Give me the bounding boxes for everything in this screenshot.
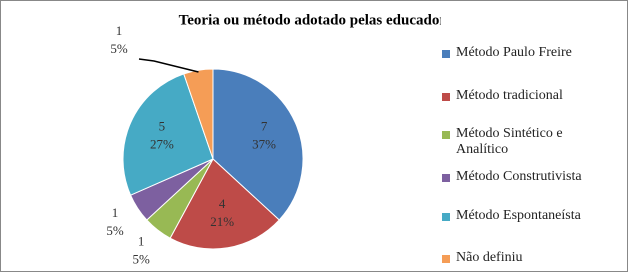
data-label-percent: 5% bbox=[110, 41, 128, 56]
pie-slice bbox=[169, 158, 280, 250]
pie-slice bbox=[212, 68, 304, 221]
legend-item: Não definiu bbox=[442, 250, 522, 266]
legend-swatch bbox=[442, 255, 450, 263]
legend-label: Não definiu bbox=[456, 250, 523, 265]
data-label: 1 bbox=[116, 23, 123, 38]
legend-label: Método Espontaneísta bbox=[456, 208, 581, 223]
pie-area: Teoria ou método adotado pelas educadora… bbox=[106, 12, 459, 266]
legend-swatch bbox=[442, 213, 450, 221]
legend-label: Método tradicional bbox=[456, 88, 563, 103]
data-label-percent: 5% bbox=[106, 223, 124, 238]
data-label-percent: 37% bbox=[252, 137, 276, 152]
legend-swatch bbox=[442, 93, 450, 101]
data-label: 7 bbox=[261, 119, 268, 134]
data-label: 1 bbox=[138, 233, 145, 248]
legend-item: Método Espontaneísta bbox=[442, 208, 581, 224]
data-label-percent: 5% bbox=[132, 251, 150, 266]
data-label: 1 bbox=[112, 205, 119, 220]
legend-item: Método tradicional bbox=[442, 88, 563, 104]
legend-swatch bbox=[442, 50, 450, 58]
legend-item: Método Paulo Freire bbox=[442, 45, 572, 61]
data-label: 5 bbox=[159, 119, 166, 134]
data-label-percent: 27% bbox=[150, 137, 174, 152]
legend-item: Método Construtivista bbox=[442, 169, 582, 185]
leader-line bbox=[138, 58, 199, 73]
legend-item: Método Sintético e Analítico bbox=[442, 126, 607, 158]
data-label-percent: 21% bbox=[210, 214, 234, 229]
chart-title: Teoria ou método adotado pelas educadora… bbox=[179, 12, 441, 28]
legend-label: Método Paulo Freire bbox=[456, 45, 572, 60]
pie-slice bbox=[183, 68, 214, 160]
legend-label: Método Sintético e Analítico bbox=[456, 126, 563, 157]
legend-swatch bbox=[442, 131, 450, 139]
legend-swatch bbox=[442, 174, 450, 182]
legend-label: Método Construtivista bbox=[456, 169, 582, 184]
data-label: 4 bbox=[219, 196, 226, 211]
pie-slice bbox=[122, 73, 214, 196]
